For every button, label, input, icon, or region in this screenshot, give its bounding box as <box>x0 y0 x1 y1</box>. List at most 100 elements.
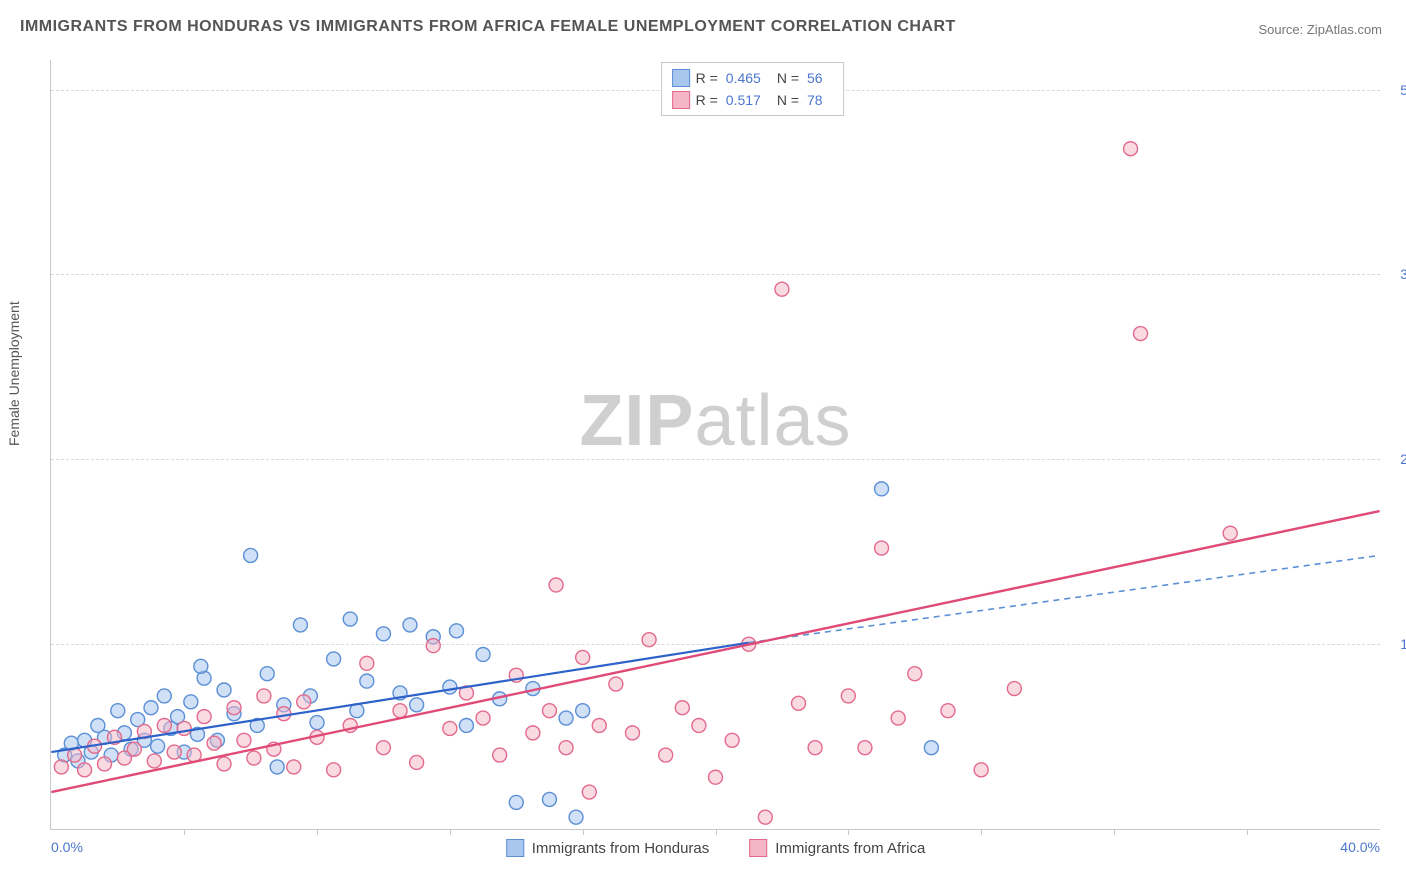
swatch-honduras-icon <box>506 839 524 857</box>
y-tick-label: 50.0% <box>1385 82 1406 98</box>
data-point <box>841 689 855 703</box>
n-value-africa: 78 <box>807 89 823 111</box>
x-tick <box>583 829 584 835</box>
data-point <box>410 698 424 712</box>
data-point <box>443 680 457 694</box>
data-point <box>257 689 271 703</box>
data-point <box>775 282 789 296</box>
data-point <box>98 757 112 771</box>
data-point <box>277 707 291 721</box>
x-tick <box>1247 829 1248 835</box>
y-tick-label: 12.5% <box>1385 636 1406 652</box>
data-point <box>509 795 523 809</box>
data-point <box>559 711 573 725</box>
data-point <box>167 745 181 759</box>
data-point <box>410 755 424 769</box>
data-point <box>147 754 161 768</box>
data-point <box>360 656 374 670</box>
data-point <box>393 704 407 718</box>
data-point <box>875 541 889 555</box>
data-point <box>207 736 221 750</box>
data-point <box>559 741 573 755</box>
data-point <box>443 721 457 735</box>
data-point <box>576 650 590 664</box>
data-point <box>542 704 556 718</box>
data-point <box>1134 327 1148 341</box>
data-point <box>1223 526 1237 540</box>
chart-title: IMMIGRANTS FROM HONDURAS VS IMMIGRANTS F… <box>20 18 956 36</box>
data-point <box>476 711 490 725</box>
data-point <box>157 689 171 703</box>
data-point <box>237 733 251 747</box>
data-point <box>260 667 274 681</box>
data-point <box>144 701 158 715</box>
data-point <box>244 548 258 562</box>
stats-row-africa: R = 0.517 N = 78 <box>672 89 833 111</box>
data-point <box>808 741 822 755</box>
n-label: N = <box>777 89 799 111</box>
x-tick-max: 40.0% <box>1340 839 1380 855</box>
data-point <box>875 482 889 496</box>
data-point <box>891 711 905 725</box>
data-point <box>327 652 341 666</box>
y-tick-label: 25.0% <box>1385 451 1406 467</box>
data-point <box>111 704 125 718</box>
data-point <box>197 710 211 724</box>
y-tick-label: 37.5% <box>1385 266 1406 282</box>
data-point <box>426 639 440 653</box>
source-attribution: Source: ZipAtlas.com <box>1258 22 1382 37</box>
data-point <box>151 739 165 753</box>
data-point <box>542 792 556 806</box>
data-point <box>184 695 198 709</box>
data-point <box>157 718 171 732</box>
legend-item-honduras: Immigrants from Honduras <box>506 839 710 857</box>
x-tick <box>981 829 982 835</box>
data-point <box>792 696 806 710</box>
data-point <box>327 763 341 777</box>
x-tick <box>1114 829 1115 835</box>
data-point <box>459 718 473 732</box>
swatch-africa <box>672 91 690 109</box>
data-point <box>227 701 241 715</box>
x-tick <box>716 829 717 835</box>
scatter-svg <box>51 60 1380 829</box>
n-label: N = <box>777 67 799 89</box>
data-point <box>526 726 540 740</box>
data-point <box>592 718 606 732</box>
data-point <box>476 648 490 662</box>
data-point <box>376 741 390 755</box>
data-point <box>78 763 92 777</box>
data-point <box>297 695 311 709</box>
data-point <box>974 763 988 777</box>
n-value-honduras: 56 <box>807 67 823 89</box>
data-point <box>642 633 656 647</box>
data-point <box>177 721 191 735</box>
bottom-legend: Immigrants from Honduras Immigrants from… <box>506 839 926 857</box>
data-point <box>692 718 706 732</box>
r-value-honduras: 0.465 <box>726 67 761 89</box>
r-label: R = <box>696 67 718 89</box>
legend-label-honduras: Immigrants from Honduras <box>532 840 710 857</box>
data-point <box>403 618 417 632</box>
data-point <box>659 748 673 762</box>
r-value-africa: 0.517 <box>726 89 761 111</box>
x-tick <box>450 829 451 835</box>
swatch-honduras <box>672 69 690 87</box>
data-point <box>360 674 374 688</box>
legend-item-africa: Immigrants from Africa <box>749 839 925 857</box>
x-tick <box>184 829 185 835</box>
data-point <box>127 742 141 756</box>
data-point <box>576 704 590 718</box>
y-axis-title: Female Unemployment <box>6 301 22 446</box>
data-point <box>54 760 68 774</box>
data-point <box>270 760 284 774</box>
data-point <box>924 741 938 755</box>
data-point <box>549 578 563 592</box>
data-point <box>310 716 324 730</box>
legend-label-africa: Immigrants from Africa <box>775 840 925 857</box>
data-point <box>493 748 507 762</box>
data-point <box>625 726 639 740</box>
stats-legend-box: R = 0.465 N = 56 R = 0.517 N = 78 <box>661 62 844 116</box>
x-tick-min: 0.0% <box>51 839 83 855</box>
data-point <box>858 741 872 755</box>
